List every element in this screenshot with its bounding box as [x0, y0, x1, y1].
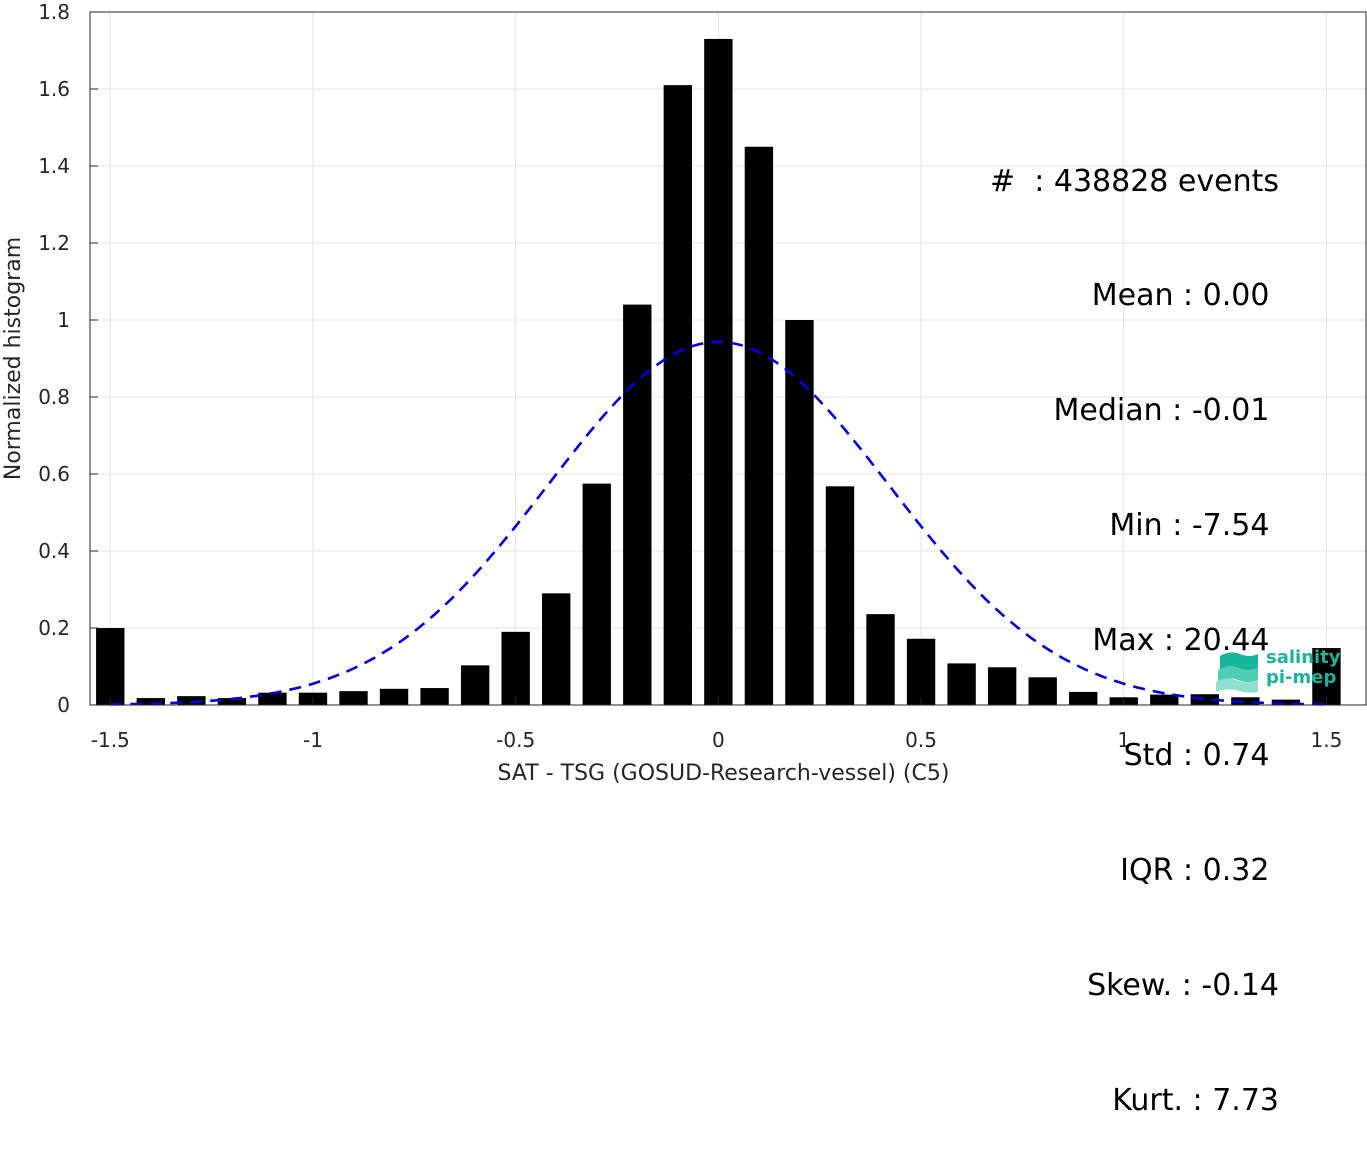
x-axis-ticks: -1.5 -1 -0.5 0 0.5 1 1.5 [91, 697, 1343, 752]
y-tick-label: 0.8 [38, 385, 70, 409]
histogram-bar [1190, 694, 1220, 705]
histogram-bar [217, 698, 247, 705]
y-tick-label: 1 [57, 308, 70, 332]
histogram-bar [704, 38, 733, 705]
logo-line2: pi-mep [1266, 667, 1337, 688]
histogram-bar [136, 698, 165, 705]
histogram-bar [785, 320, 814, 705]
stat-iqr: IQR : 0.32 [1120, 852, 1279, 888]
histogram-bar [906, 638, 936, 705]
x-tick-label: 1.5 [1311, 728, 1343, 752]
histogram-bar [663, 85, 693, 705]
y-tick-label: 0 [57, 693, 70, 717]
histogram-bar [947, 663, 976, 705]
y-tick-label: 1.4 [38, 154, 70, 178]
histogram-bar [379, 688, 409, 705]
y-tick-label: 0.4 [38, 539, 70, 563]
x-tick-label: -0.5 [496, 728, 535, 752]
stat-events: # : 438828 events [990, 163, 1279, 199]
y-tick-label: 0.2 [38, 616, 70, 640]
histogram-bar [1231, 697, 1260, 705]
x-tick-label: 0 [712, 728, 725, 752]
histogram-bar [987, 667, 1017, 705]
logo-line1: salinity [1266, 647, 1341, 668]
histogram-bar [542, 593, 571, 705]
histogram-bar [460, 665, 490, 705]
stat-median: Median : -0.01 [1053, 393, 1279, 429]
y-axis-ticks: 0 0.2 0.4 0.6 0.8 1 1.2 1.4 1.6 1.8 [38, 0, 98, 717]
histogram-bar [177, 696, 206, 705]
stat-skew: Skew. : -0.14 [1087, 967, 1279, 1003]
stat-mean: Mean : 0.00 [1091, 278, 1279, 314]
histogram-bar [866, 614, 895, 705]
histogram-bar [825, 486, 855, 705]
histogram-bar [420, 688, 449, 705]
histogram-chart: -1.5 -1 -0.5 0 0.5 1 1.5 0 0.2 0.4 0.6 0.8 1 1.2 1.4 1… [1, 0, 1367, 785]
wave-logo-icon [1216, 652, 1258, 693]
histogram-bar [96, 628, 125, 705]
histogram-bar [339, 691, 368, 705]
stat-max: Max : 20.44 [1092, 623, 1279, 659]
statistics-box: # : 438828 events Mean : 0.00 Median : -… [990, 86, 1279, 1158]
y-tick-label: 1.6 [38, 77, 70, 101]
y-axis-label: Normalized histogram [1, 237, 26, 480]
y-tick-label: 1.2 [38, 231, 70, 255]
histogram-bar [1312, 648, 1341, 705]
histogram-bar [1150, 694, 1179, 705]
histogram-bar [501, 631, 530, 705]
stat-std: Std : 0.74 [1123, 738, 1279, 774]
histogram-bar [582, 483, 611, 705]
histogram-bar [1069, 691, 1098, 705]
plot-frame [89, 11, 1367, 706]
x-tick-label: 1 [1117, 728, 1130, 752]
y-tick-label: 0.6 [38, 462, 70, 486]
histogram-bar [744, 146, 774, 705]
x-axis-label: SAT - TSG (GOSUD-Research-vessel) (C5) [498, 761, 950, 785]
y-tick-label: 1.8 [38, 0, 70, 24]
stat-min: Min : -7.54 [1109, 508, 1279, 544]
histogram-bar [1028, 677, 1057, 705]
x-tick-label: 0.5 [905, 728, 937, 752]
salinity-pimep-logo: salinity pi-mep [1216, 646, 1346, 696]
x-tick-label: -1.5 [91, 728, 130, 752]
gaussian-fit-line [110, 340, 1327, 706]
histogram-bar [258, 692, 287, 705]
histogram-bar [623, 304, 652, 705]
histogram-bar [1271, 699, 1301, 705]
stat-kurt: Kurt. : 7.73 [1112, 1082, 1279, 1118]
x-tick-label: -1 [303, 728, 323, 752]
